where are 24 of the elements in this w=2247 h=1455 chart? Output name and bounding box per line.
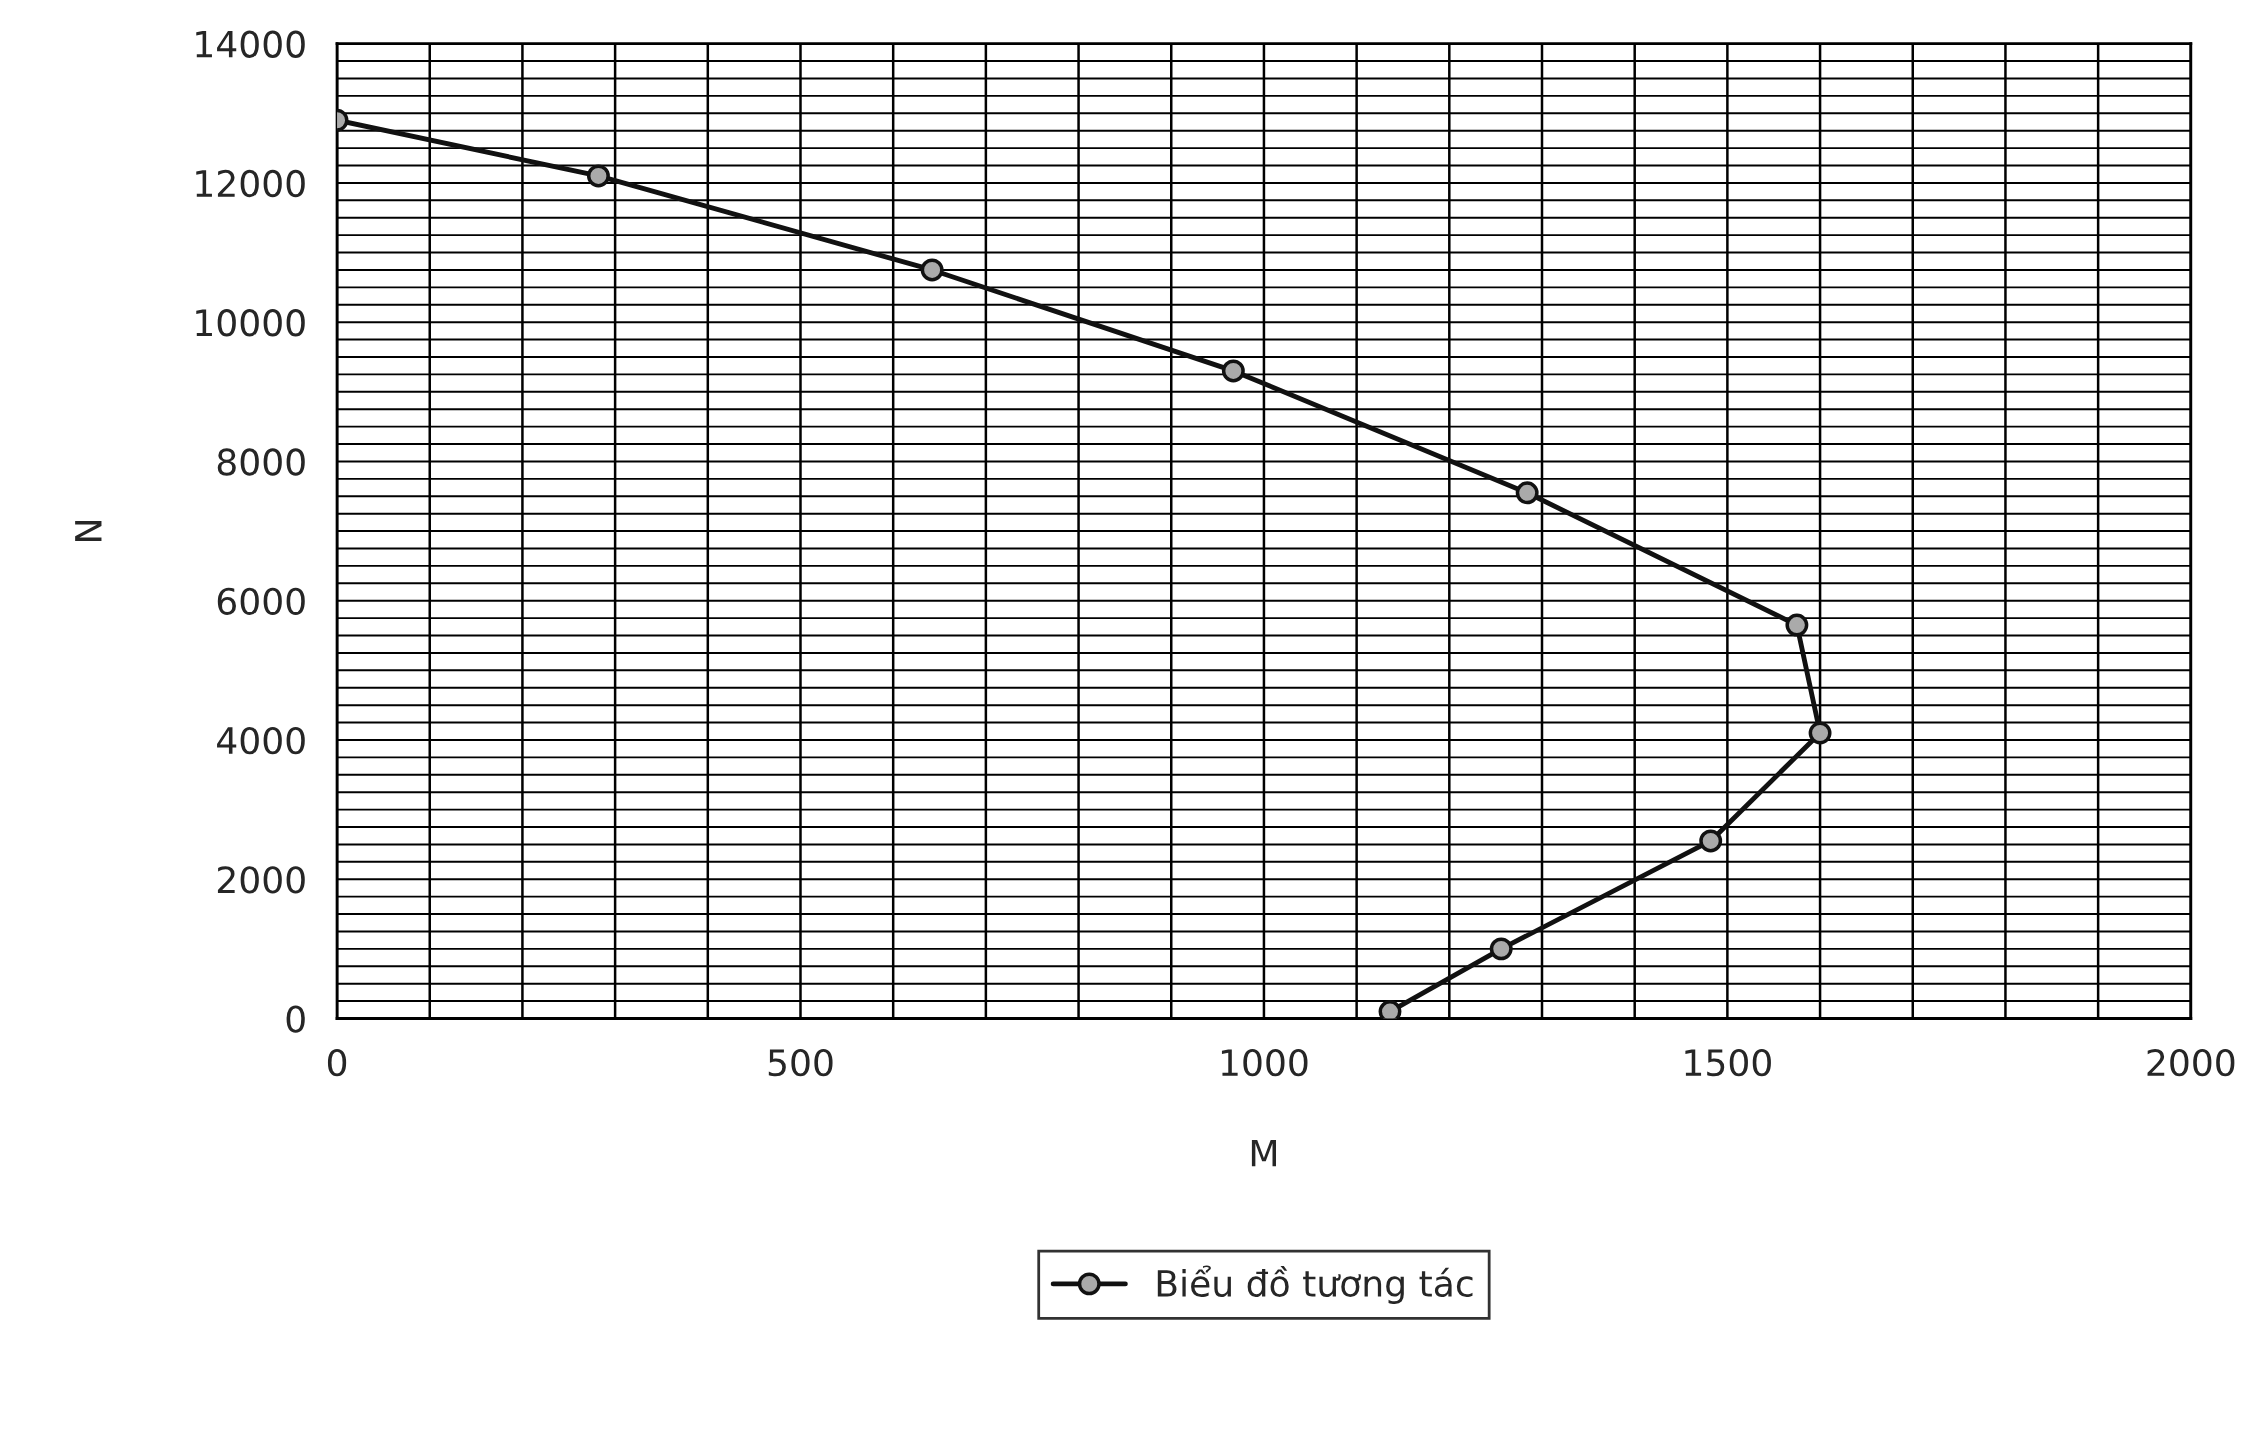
y-tick-label: 10000 [196,309,305,337]
y-tick-label: 2000 [217,866,305,894]
point [1785,613,1809,637]
x-tick-label: 0 [327,1049,347,1077]
point [586,164,610,188]
point [1699,829,1723,853]
point [1808,721,1832,745]
x-axis-title: M [1251,1139,1276,1167]
y-tick-label: 14000 [196,30,305,58]
point [1221,359,1245,383]
y-tick-label: 12000 [196,169,305,198]
x-tick-label: 500 [768,1049,833,1077]
x-tick-label: 2000 [2147,1049,2235,1077]
point [920,258,944,282]
y-tick-label: 6000 [217,587,305,615]
y-tick-label: 0 [286,1005,305,1033]
point [1515,481,1539,505]
y-tick-label: 8000 [217,448,305,476]
x-tick-label: 1000 [1221,1049,1308,1077]
y-tick-label: 4000 [217,726,305,755]
x-tick-label: 1500 [1685,1049,1771,1077]
y-axis-title: N [75,521,102,542]
legend-label: Biểu đồ tương tác [1157,1265,1473,1305]
point [1489,937,1513,961]
